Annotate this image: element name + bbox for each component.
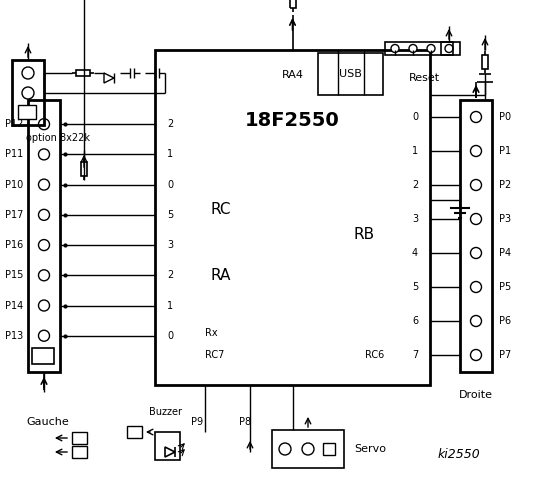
Text: P6: P6 (499, 316, 511, 326)
Text: P13: P13 (5, 331, 23, 341)
Bar (76, 70, 90, 76)
Text: P14: P14 (5, 300, 23, 311)
Text: P5: P5 (499, 282, 512, 292)
Circle shape (471, 315, 482, 326)
Circle shape (471, 214, 482, 225)
Circle shape (471, 349, 482, 360)
Bar (290, 0, 295, 8)
Bar (72, 446, 87, 458)
Text: option 8x22k: option 8x22k (26, 133, 90, 143)
Text: P12: P12 (4, 119, 23, 129)
Bar (127, 426, 142, 438)
Bar (81, 162, 87, 176)
Text: RA: RA (210, 267, 231, 283)
Circle shape (471, 281, 482, 292)
Circle shape (39, 149, 50, 160)
Text: 2: 2 (167, 270, 173, 280)
Text: P7: P7 (499, 350, 512, 360)
Circle shape (471, 111, 482, 122)
Circle shape (279, 443, 291, 455)
Text: Buzzer: Buzzer (149, 407, 181, 417)
Text: P15: P15 (4, 270, 23, 280)
Text: Servo: Servo (354, 444, 386, 454)
Text: 5: 5 (167, 210, 173, 220)
Text: P17: P17 (4, 210, 23, 220)
Text: ki2550: ki2550 (437, 448, 480, 461)
Text: 5: 5 (412, 282, 418, 292)
Text: 0: 0 (412, 112, 418, 122)
Text: P16: P16 (5, 240, 23, 250)
Text: 1: 1 (167, 149, 173, 159)
Text: RA4: RA4 (281, 70, 304, 80)
Text: P10: P10 (5, 180, 23, 190)
Text: 6: 6 (412, 316, 418, 326)
Text: RC6: RC6 (366, 350, 385, 360)
Bar (12, 60, 44, 125)
Bar (460, 100, 492, 372)
Circle shape (39, 270, 50, 281)
Circle shape (445, 45, 453, 52)
Text: P4: P4 (499, 248, 511, 258)
Text: P8: P8 (239, 417, 251, 427)
Circle shape (409, 45, 417, 52)
Bar (155, 50, 430, 385)
Text: 0: 0 (167, 180, 173, 190)
Circle shape (39, 179, 50, 190)
Text: P0: P0 (499, 112, 511, 122)
Text: Droite: Droite (459, 390, 493, 400)
Bar (323, 443, 335, 455)
Text: 4: 4 (412, 248, 418, 258)
Text: RC: RC (210, 203, 231, 217)
Bar (18, 105, 36, 119)
Text: P1: P1 (499, 146, 511, 156)
Text: P11: P11 (5, 149, 23, 159)
Text: 3: 3 (412, 214, 418, 224)
Circle shape (471, 145, 482, 156)
Circle shape (39, 300, 50, 311)
Text: RC7: RC7 (205, 350, 225, 360)
Text: 2: 2 (412, 180, 418, 190)
Text: 3: 3 (167, 240, 173, 250)
Text: RB: RB (354, 228, 375, 242)
Circle shape (39, 119, 50, 130)
Text: 18F2550: 18F2550 (245, 110, 340, 130)
Bar (272, 430, 344, 468)
Text: Reset: Reset (409, 73, 440, 83)
Text: Gauche: Gauche (27, 417, 69, 427)
Text: 7: 7 (412, 350, 418, 360)
Circle shape (471, 180, 482, 191)
Bar (441, 42, 453, 55)
Circle shape (22, 87, 34, 99)
Text: P9: P9 (191, 417, 203, 427)
Circle shape (427, 45, 435, 52)
Circle shape (39, 330, 50, 341)
Bar (482, 55, 488, 69)
Circle shape (391, 45, 399, 52)
Text: 0: 0 (167, 331, 173, 341)
Bar (28, 100, 60, 372)
Bar (32, 348, 54, 364)
Bar (155, 432, 180, 460)
Text: 2: 2 (167, 119, 173, 129)
Text: Rx: Rx (205, 328, 218, 338)
Text: 1: 1 (412, 146, 418, 156)
Text: P2: P2 (499, 180, 512, 190)
Circle shape (22, 67, 34, 79)
Bar (385, 42, 460, 55)
Text: USB: USB (339, 69, 362, 79)
Circle shape (39, 240, 50, 251)
Circle shape (471, 248, 482, 259)
Circle shape (302, 443, 314, 455)
Bar (318, 53, 383, 95)
Circle shape (39, 209, 50, 220)
Text: 1: 1 (167, 300, 173, 311)
Text: P3: P3 (499, 214, 511, 224)
Bar (72, 432, 87, 444)
